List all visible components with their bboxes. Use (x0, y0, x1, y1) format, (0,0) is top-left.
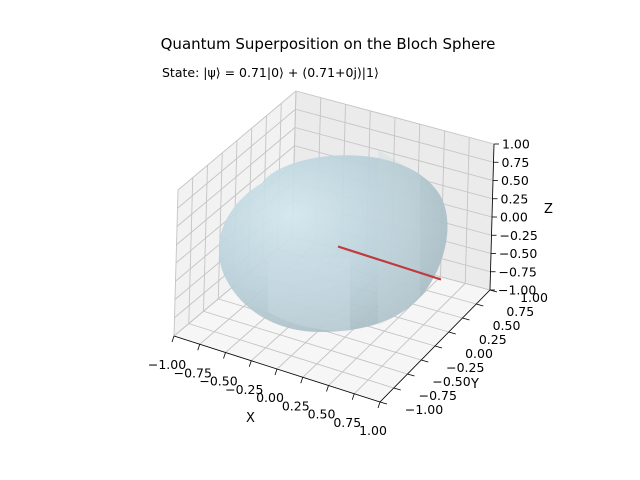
y-tick-label-6: 0.50 (493, 318, 521, 333)
x-tick-mark-3 (248, 360, 252, 367)
x-tick-mark-7 (351, 393, 355, 400)
z-tick-label-8: 1.00 (502, 137, 530, 152)
z-tick-label-0: −1.00 (498, 283, 536, 298)
floor-grid-x-7 (353, 283, 466, 395)
y-axis-label: Y (470, 377, 479, 392)
y-tick-mark-2 (407, 373, 415, 377)
x-tick-mark-6 (326, 385, 329, 392)
z-axis-label: Z (544, 202, 553, 217)
y-tick-mark-6 (462, 317, 470, 321)
x-tick-mark-2 (223, 352, 226, 359)
y-tick-label-8: 1.00 (520, 290, 548, 305)
state-vector (337, 245, 442, 281)
x-tick-mark-1 (197, 344, 201, 351)
y-tick-label-1: −0.75 (419, 388, 457, 403)
z-tick-label-1: −0.75 (499, 264, 537, 279)
state-subtitle: State: |ψ⟩ = 0.71|0⟩ + (0.71+0j)|1⟩ (162, 65, 379, 80)
axis-lines (171, 143, 499, 409)
x-tick-label-3: −0.25 (225, 382, 263, 397)
y-tick-label-2: −0.50 (432, 374, 470, 389)
z-tick-label-3: −0.25 (500, 228, 538, 243)
x-tick-label-5: 0.25 (282, 398, 310, 413)
x-tick-mark-4 (274, 368, 278, 376)
y-tick-mark-0 (379, 401, 388, 405)
x-axis-label: X (246, 411, 255, 426)
y-tick-mark-1 (393, 387, 401, 391)
bloch-sphere (218, 150, 448, 332)
z-tick-label-2: −0.50 (499, 246, 537, 261)
y-tick-label-5: 0.25 (479, 332, 507, 347)
z-tick-label-4: 0.00 (500, 210, 528, 225)
back-wall-grid-z-7 (295, 108, 494, 163)
y-tick-mark-5 (448, 331, 456, 335)
z-tick-label-5: 0.25 (501, 191, 529, 206)
back-wall-grid-z-6 (294, 127, 494, 181)
chart-title: Quantum Superposition on the Bloch Spher… (161, 35, 496, 53)
y-tick-label-3: −0.25 (446, 360, 484, 375)
y-tick-mark-7 (476, 303, 484, 307)
sphere-surface (218, 155, 448, 332)
x-tick-label-7: 0.75 (333, 415, 361, 430)
x-tick-label-4: 0.00 (256, 390, 284, 405)
y-tick-label-7: 0.75 (506, 304, 534, 319)
y-tick-mark-4 (434, 345, 443, 349)
z-tick-label-6: 0.50 (501, 173, 529, 188)
sphere-facet-band (268, 258, 350, 332)
tick-labels: −1.00−0.75−0.50−0.250.000.250.500.751.00… (148, 137, 548, 439)
x-tick-label-6: 0.50 (308, 407, 336, 422)
y-tick-mark-3 (421, 359, 429, 363)
back-wall-grid-z-8 (295, 90, 495, 145)
x-tick-mark-5 (300, 377, 304, 384)
left-wall-grid-z-8 (177, 90, 297, 191)
x-tick-label-0: −1.00 (148, 357, 186, 372)
x-tick-label-1: −0.75 (174, 365, 212, 380)
y-tick-label-0: −1.00 (405, 402, 443, 417)
y-tick-label-4: 0.00 (465, 346, 493, 361)
x-tick-mark-8 (377, 401, 381, 409)
left-wall-grid-z-5 (176, 145, 295, 246)
z-tick-label-7: 0.75 (502, 155, 530, 170)
left-wall-grid-z-6 (176, 127, 296, 227)
left-wall-grid-z-7 (177, 108, 296, 209)
x-tick-label-2: −0.50 (199, 374, 237, 389)
x-tick-label-8: 1.00 (359, 423, 387, 438)
x-tick-mark-0 (171, 335, 175, 343)
back-wall-grid-x-7 (464, 137, 470, 284)
sphere-facet-band-right (378, 150, 420, 325)
